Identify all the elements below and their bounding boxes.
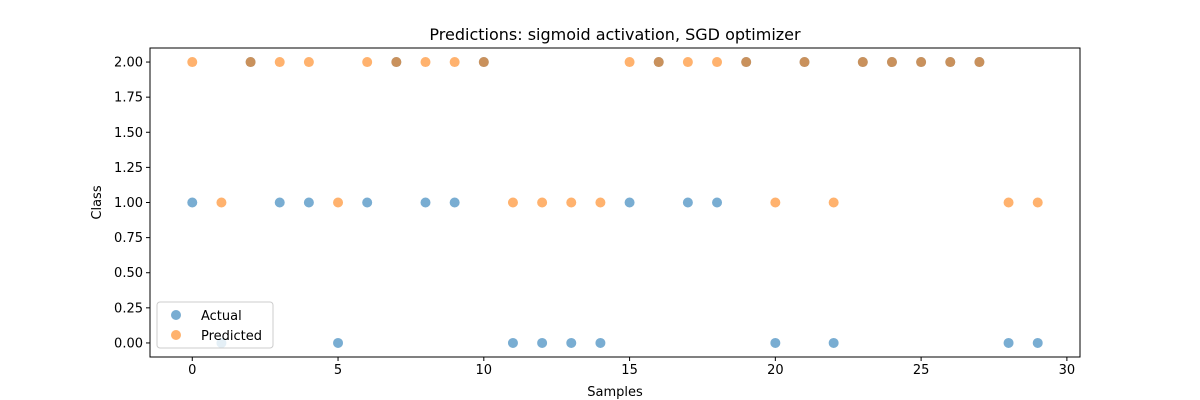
point-predicted-29 <box>1032 197 1043 208</box>
legend-label-actual: Actual <box>201 309 242 324</box>
legend-label-predicted: Predicted <box>201 329 262 344</box>
point-predicted-15 <box>624 57 635 68</box>
point-predicted-9 <box>449 57 460 68</box>
point-predicted-7 <box>391 57 402 68</box>
y-tick-label: 0.50 <box>114 266 143 281</box>
point-actual-8 <box>420 197 431 208</box>
point-predicted-10 <box>478 57 489 68</box>
x-axis: 0 5 10 15 20 25 30 <box>188 357 1075 378</box>
point-predicted-6 <box>362 57 373 68</box>
point-predicted-0 <box>187 57 198 68</box>
point-actual-3 <box>274 197 285 208</box>
point-predicted-13 <box>566 197 577 208</box>
x-tick-label: 15 <box>621 363 638 378</box>
point-predicted-25 <box>916 57 927 68</box>
y-tick-label: 1.50 <box>114 126 143 141</box>
point-actual-9 <box>449 197 460 208</box>
point-predicted-24 <box>886 57 897 68</box>
legend-marker-predicted <box>171 330 181 340</box>
point-predicted-16 <box>653 57 664 68</box>
x-tick-label: 20 <box>767 363 784 378</box>
point-predicted-2 <box>245 57 256 68</box>
y-tick-label: 0.00 <box>114 336 143 351</box>
point-actual-11 <box>507 337 518 348</box>
y-axis: 0.00 0.25 0.50 0.75 1.00 1.25 1.50 1.75 2.00 <box>114 56 150 351</box>
point-predicted-23 <box>857 57 868 68</box>
point-actual-12 <box>537 337 548 348</box>
point-actual-13 <box>566 337 577 348</box>
point-predicted-17 <box>682 57 693 68</box>
x-tick-label: 25 <box>913 363 930 378</box>
x-tick-label: 5 <box>334 363 342 378</box>
y-tick-label: 0.25 <box>114 301 143 316</box>
point-actual-0 <box>187 197 198 208</box>
point-predicted-19 <box>741 57 752 68</box>
point-predicted-1 <box>216 197 227 208</box>
point-predicted-21 <box>799 57 810 68</box>
y-axis-label: Class <box>90 185 105 219</box>
point-predicted-26 <box>945 57 956 68</box>
point-actual-28 <box>1003 337 1014 348</box>
point-actual-4 <box>303 197 314 208</box>
point-predicted-12 <box>537 197 548 208</box>
point-actual-14 <box>595 337 606 348</box>
y-tick-label: 1.75 <box>114 91 143 106</box>
point-actual-5 <box>333 337 344 348</box>
y-tick-label: 1.00 <box>114 196 143 211</box>
y-tick-label: 0.75 <box>114 231 143 246</box>
point-predicted-18 <box>712 57 723 68</box>
y-tick-label: 2.00 <box>114 56 143 71</box>
point-actual-17 <box>682 197 693 208</box>
x-tick-label: 0 <box>188 363 196 378</box>
x-tick-label: 10 <box>476 363 493 378</box>
point-actual-20 <box>770 337 781 348</box>
point-predicted-4 <box>303 57 314 68</box>
legend: Actual Predicted <box>156 301 274 349</box>
point-predicted-11 <box>507 197 518 208</box>
point-predicted-14 <box>595 197 606 208</box>
chart-title: Predictions: sigmoid activation, SGD opt… <box>429 25 801 44</box>
y-tick-label: 1.25 <box>114 161 143 176</box>
point-actual-29 <box>1032 337 1043 348</box>
point-predicted-28 <box>1003 197 1014 208</box>
point-predicted-5 <box>333 197 344 208</box>
legend-marker-actual <box>171 310 181 320</box>
point-predicted-8 <box>420 57 431 68</box>
point-predicted-20 <box>770 197 781 208</box>
point-predicted-3 <box>274 57 285 68</box>
legend-frame <box>156 301 274 349</box>
x-tick-label: 30 <box>1059 363 1076 378</box>
point-predicted-27 <box>974 57 985 68</box>
point-actual-15 <box>624 197 635 208</box>
point-actual-22 <box>828 337 839 348</box>
point-actual-6 <box>362 197 373 208</box>
x-axis-label: Samples <box>587 385 643 400</box>
point-actual-18 <box>712 197 723 208</box>
point-predicted-22 <box>828 197 839 208</box>
